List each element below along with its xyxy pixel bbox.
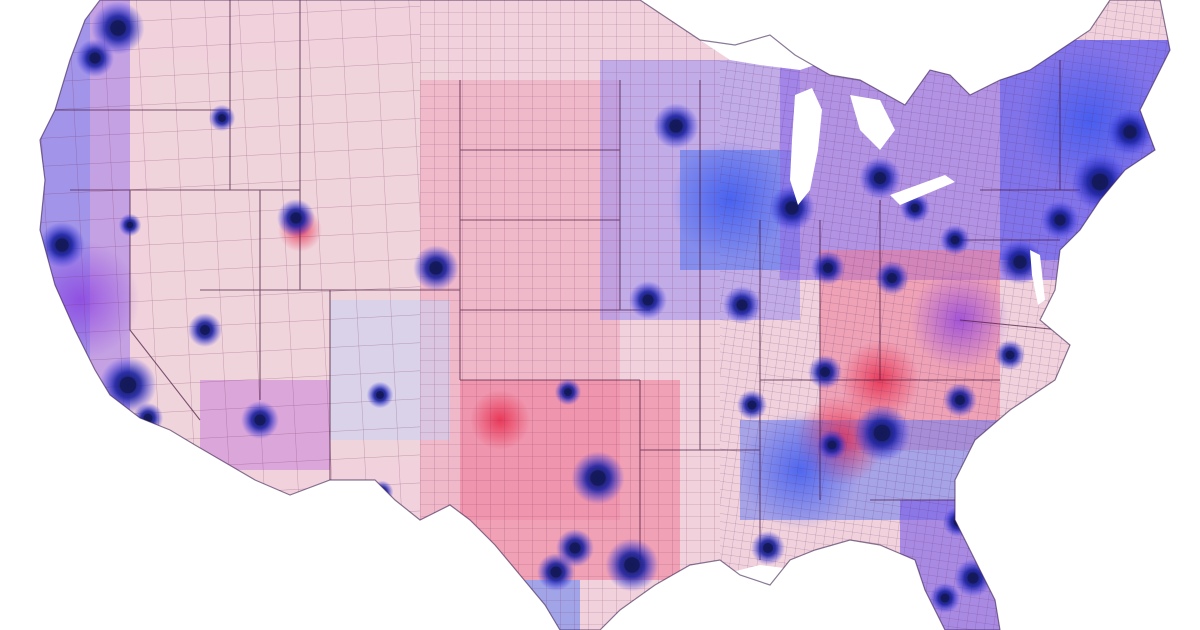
lake-erie <box>890 175 955 205</box>
urban-core-orlando <box>967 572 979 584</box>
urban-core-atlanta <box>873 424 891 442</box>
urban-core-oklahoma-city <box>564 388 572 396</box>
urban-core-boston <box>1123 125 1137 139</box>
urban-core-detroit <box>873 171 887 185</box>
urban-core-indianapolis <box>823 263 833 273</box>
gulf-cutout <box>600 545 940 630</box>
urban-core-chicago <box>785 201 799 215</box>
urban-core-charlotte <box>955 395 965 405</box>
urban-core-tampa <box>940 593 950 603</box>
urban-core-los-angeles <box>119 376 137 394</box>
urban-core-new-york <box>1091 173 1109 191</box>
urban-core-washington-dc <box>1013 255 1027 269</box>
urban-core-portland <box>89 52 101 64</box>
urban-core-salt-lake-city <box>290 212 302 224</box>
urban-core-pittsburgh <box>950 235 960 245</box>
urban-core-birmingham <box>827 440 837 450</box>
urban-core-san-francisco <box>55 238 69 252</box>
urban-core-phoenix <box>254 414 266 426</box>
urban-core-st-louis <box>736 299 748 311</box>
urban-core-seattle <box>110 20 126 36</box>
urban-core-memphis <box>747 400 757 410</box>
urban-core-reno <box>126 221 134 229</box>
urban-core-boise <box>218 114 226 122</box>
urban-core-raleigh <box>1005 350 1015 360</box>
urban-cluster-el-paso <box>370 480 394 504</box>
urban-core-houston <box>624 557 640 573</box>
urban-core-albuquerque <box>376 391 384 399</box>
lake-huron <box>850 95 895 150</box>
chesapeake-bay <box>1030 250 1045 305</box>
urban-core-las-vegas <box>200 325 210 335</box>
urban-core-kansas-city <box>642 294 654 306</box>
lake-michigan <box>790 88 822 205</box>
urban-core-austin <box>569 542 581 554</box>
urban-core-minneapolis <box>669 119 683 133</box>
urban-clusters <box>40 1 1153 614</box>
urban-core-denver <box>429 261 443 275</box>
urban-core-nashville <box>820 367 830 377</box>
water-bodies <box>600 30 1045 630</box>
urban-core-dallas <box>590 470 606 486</box>
urban-cluster-jacksonville <box>942 506 974 538</box>
urban-core-san-antonio <box>550 566 562 578</box>
lake-superior <box>700 30 830 70</box>
state-borders <box>40 0 1080 560</box>
urban-core-cleveland <box>910 203 920 213</box>
urban-core-new-orleans <box>763 543 773 553</box>
urban-core-philadelphia <box>1054 214 1066 226</box>
urban-core-columbus <box>887 273 897 283</box>
